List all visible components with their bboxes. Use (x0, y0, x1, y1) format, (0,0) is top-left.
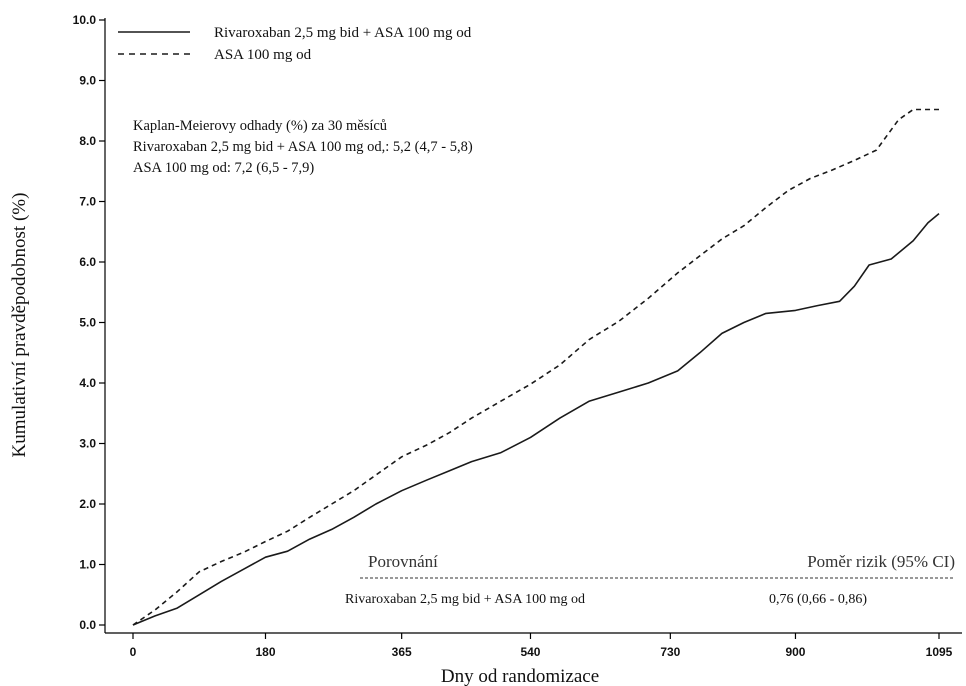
comparison-header-right: Poměr rizik (95% CI) (807, 552, 955, 571)
y-tick-label: 5.0 (79, 316, 96, 330)
legend-label-rivaroxaban: Rivaroxaban 2,5 mg bid + ASA 100 mg od (214, 25, 472, 41)
km-estimate-rivaroxaban: Rivaroxaban 2,5 mg bid + ASA 100 mg od,:… (133, 139, 473, 155)
y-tick-label: 3.0 (79, 437, 96, 451)
x-tick-label: 0 (130, 645, 137, 659)
y-tick-label: 4.0 (79, 376, 96, 390)
comparison-row-label: Rivaroxaban 2,5 mg bid + ASA 100 mg od (345, 592, 585, 607)
legend: Rivaroxaban 2,5 mg bid + ASA 100 mg od A… (118, 25, 472, 63)
x-tick-label: 900 (785, 645, 805, 659)
axes (104, 18, 962, 634)
x-tick-label: 180 (255, 645, 275, 659)
km-estimates: Kaplan-Meierovy odhady (%) za 30 měsíců … (133, 118, 473, 176)
x-tick-label: 540 (520, 645, 540, 659)
y-tick-label: 7.0 (79, 195, 96, 209)
y-axis-title: Kumulativní pravděpodobnost (%) (9, 193, 30, 458)
x-tick-label: 730 (660, 645, 680, 659)
legend-label-asa: ASA 100 mg od (214, 47, 312, 63)
x-tick-label: 365 (392, 645, 412, 659)
y-tick-label: 2.0 (79, 497, 96, 511)
y-tick-label: 8.0 (79, 134, 96, 148)
km-estimate-asa: ASA 100 mg od: 7,2 (6,5 - 7,9) (133, 160, 314, 176)
y-tick-label: 10.0 (73, 13, 97, 27)
km-estimates-title: Kaplan-Meierovy odhady (%) za 30 měsíců (133, 118, 387, 134)
comparison-table: Porovnání Poměr rizik (95% CI) Rivaroxab… (345, 552, 955, 607)
comparison-header-left: Porovnání (368, 552, 438, 571)
series-line-asa (132, 108, 939, 626)
y-tick-label: 6.0 (79, 255, 96, 269)
x-axis-title: Dny od randomizace (441, 666, 599, 686)
x-tick-label: 1095 (926, 645, 953, 659)
comparison-row-value: 0,76 (0,66 - 0,86) (769, 592, 867, 607)
y-tick-label: 0.0 (79, 618, 96, 632)
y-tick-label: 1.0 (79, 558, 96, 572)
series-line-rivaroxaban (132, 212, 940, 626)
y-tick-label: 9.0 (79, 74, 96, 88)
y-ticks: 0.0 1.0 2.0 3.0 4.0 5.0 6.0 7.0 8.0 9.0 10.0 (73, 13, 105, 632)
x-ticks: 0 180 365 540 730 900 1095 (130, 633, 953, 659)
series-layer (132, 108, 940, 626)
